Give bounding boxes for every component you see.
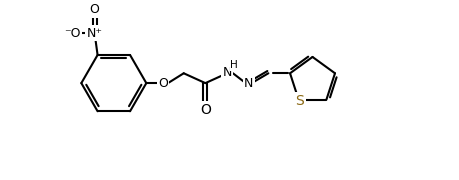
Text: ⁻O: ⁻O bbox=[64, 27, 80, 40]
Text: H: H bbox=[230, 60, 238, 70]
Text: N⁺: N⁺ bbox=[87, 27, 103, 40]
Text: O: O bbox=[158, 77, 168, 90]
Text: O: O bbox=[200, 103, 211, 117]
Text: N: N bbox=[222, 66, 232, 79]
Text: O: O bbox=[90, 3, 100, 16]
Text: N: N bbox=[244, 77, 253, 90]
Text: S: S bbox=[295, 94, 304, 108]
